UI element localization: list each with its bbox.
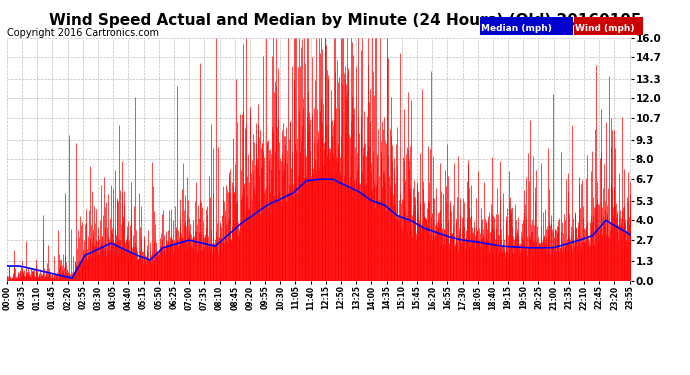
Text: Wind (mph): Wind (mph) (575, 24, 635, 33)
Text: Wind Speed Actual and Median by Minute (24 Hours) (Old) 20160105: Wind Speed Actual and Median by Minute (… (49, 13, 641, 28)
Text: Copyright 2016 Cartronics.com: Copyright 2016 Cartronics.com (7, 28, 159, 38)
Text: Median (mph): Median (mph) (481, 24, 552, 33)
